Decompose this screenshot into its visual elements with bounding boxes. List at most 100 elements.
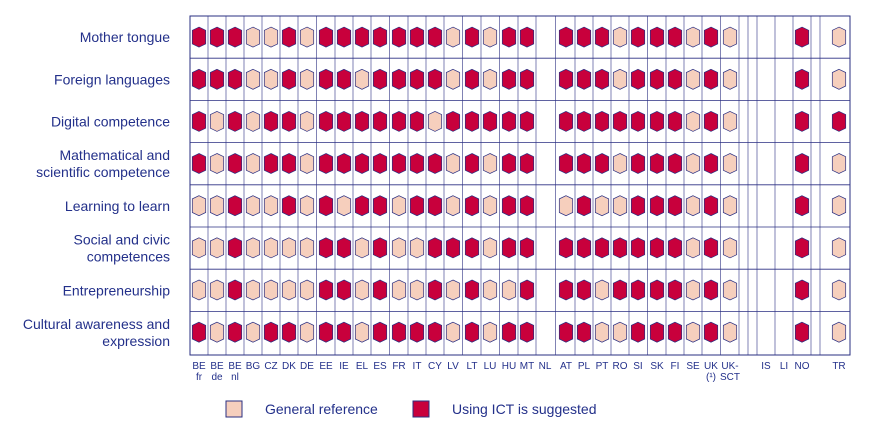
cell-ict — [191, 68, 207, 90]
cell-ict — [409, 321, 425, 343]
cell-ict — [409, 111, 425, 132]
cell-general — [263, 279, 279, 301]
column-label: de — [211, 372, 223, 383]
cell-ict — [667, 321, 683, 343]
cell-general — [299, 68, 315, 90]
cell-general — [722, 153, 738, 174]
cell-general — [831, 68, 847, 90]
row-label: Social and civic — [74, 232, 171, 248]
cell-general — [685, 195, 701, 217]
row-label: Entrepreneurship — [63, 282, 171, 298]
cell-ict — [445, 111, 461, 132]
cell-ict — [464, 279, 480, 301]
cell-general — [831, 237, 847, 259]
cell-ict — [336, 321, 352, 343]
cell-ict — [630, 111, 646, 132]
cell-ict — [703, 195, 719, 217]
cell-ict — [594, 111, 610, 132]
cell-ict — [649, 111, 665, 132]
cell-ict — [667, 68, 683, 90]
cell-general — [445, 321, 461, 343]
cell-general — [209, 279, 225, 301]
cell-general — [391, 195, 407, 217]
cell-ict — [372, 111, 388, 132]
cell-ict — [409, 195, 425, 217]
cell-general — [445, 68, 461, 90]
cell-general — [354, 321, 370, 343]
cell-general — [722, 26, 738, 48]
cell-ict — [630, 321, 646, 343]
cell-ict — [464, 111, 480, 132]
cell-ict — [354, 195, 370, 217]
cell-general — [685, 26, 701, 48]
cell-ict — [227, 153, 243, 174]
cell-ict — [281, 195, 297, 217]
cell-ict — [519, 237, 535, 259]
cell-ict — [667, 26, 683, 48]
cell-ict — [831, 111, 847, 132]
cell-ict — [703, 279, 719, 301]
column-label: MT — [520, 361, 534, 372]
cell-general — [209, 195, 225, 217]
cell-general — [409, 237, 425, 259]
cell-ict — [263, 111, 279, 132]
cell-ict — [649, 26, 665, 48]
cell-general — [722, 111, 738, 132]
cell-ict — [794, 111, 810, 132]
cell-ict — [464, 195, 480, 217]
cell-general — [299, 237, 315, 259]
cell-ict — [464, 321, 480, 343]
cell-ict — [227, 279, 243, 301]
cell-general — [245, 153, 261, 174]
cell-ict — [409, 26, 425, 48]
cell-ict — [427, 321, 443, 343]
cell-ict — [501, 237, 517, 259]
cell-ict — [318, 321, 334, 343]
row-label: competences — [87, 249, 170, 265]
cell-ict — [409, 153, 425, 174]
row-label: Digital competence — [51, 114, 170, 130]
cell-ict — [318, 279, 334, 301]
grid — [189, 15, 851, 356]
cell-ict — [630, 195, 646, 217]
cell-ict — [227, 237, 243, 259]
cell-general — [354, 279, 370, 301]
cell-general — [685, 111, 701, 132]
cell-ict — [576, 26, 592, 48]
cell-ict — [576, 153, 592, 174]
cell-ict — [703, 321, 719, 343]
cell-ict — [612, 279, 628, 301]
cell-ict — [209, 68, 225, 90]
cell-general — [245, 279, 261, 301]
cell-general — [445, 279, 461, 301]
cell-ict — [318, 111, 334, 132]
row-label: Learning to learn — [65, 198, 170, 214]
cell-general — [391, 237, 407, 259]
cell-ict — [445, 237, 461, 259]
cell-ict — [464, 68, 480, 90]
column-label: PL — [578, 361, 591, 372]
cell-general — [245, 195, 261, 217]
cell-general — [594, 195, 610, 217]
cell-general — [685, 321, 701, 343]
cell-general — [263, 237, 279, 259]
cell-ict — [391, 321, 407, 343]
cell-general — [263, 68, 279, 90]
column-label: BE — [192, 361, 206, 372]
column-label: AT — [560, 361, 572, 372]
row-label: Foreign languages — [54, 71, 170, 87]
cell-ict — [281, 111, 297, 132]
cell-ict — [336, 68, 352, 90]
cell-ict — [391, 26, 407, 48]
cell-ict — [209, 26, 225, 48]
cell-general — [336, 195, 352, 217]
column-label: TR — [832, 361, 845, 372]
row-label: scientific competence — [36, 164, 170, 180]
cell-general — [594, 321, 610, 343]
cell-ict — [372, 321, 388, 343]
cell-general — [612, 26, 628, 48]
cell-general — [299, 111, 315, 132]
legend: General reference Using ICT is suggested — [225, 400, 596, 418]
cell-general — [831, 195, 847, 217]
cell-general — [209, 237, 225, 259]
